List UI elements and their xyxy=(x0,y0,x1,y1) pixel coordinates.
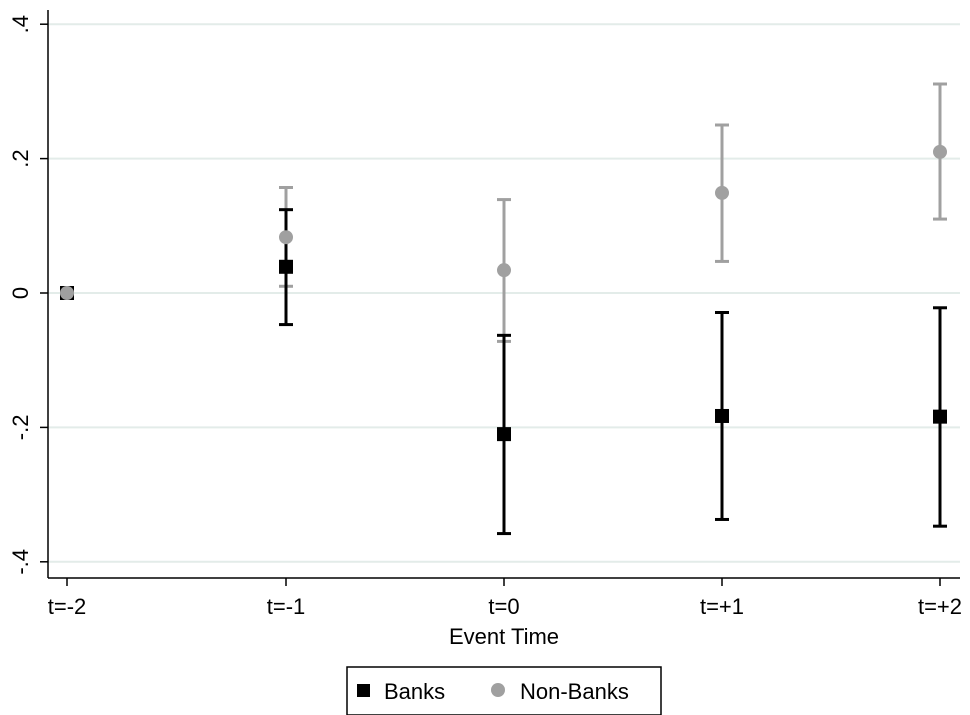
point-banks xyxy=(279,259,293,274)
point-non-banks xyxy=(497,263,511,278)
x-tick-label: t=+2 xyxy=(918,594,962,619)
point-non-banks xyxy=(60,286,74,300)
point-banks xyxy=(497,427,511,442)
legend-box xyxy=(346,666,662,715)
y-ticks: .4 .2 0 -.2 -.4 xyxy=(8,15,48,575)
legend: Banks Non-Banks xyxy=(346,666,662,715)
y-tick-label: -.4 xyxy=(8,549,33,575)
legend-label-banks: Banks xyxy=(384,679,445,704)
y-tick-label: -.2 xyxy=(8,415,33,441)
point-non-banks xyxy=(715,185,729,200)
legend-marker-non-banks xyxy=(491,683,505,697)
x-tick-label: t=+1 xyxy=(700,594,744,619)
x-axis-title: Event Time xyxy=(449,624,559,649)
y-tick-label: .2 xyxy=(8,149,33,167)
point-non-banks xyxy=(279,230,293,245)
x-tick-label: t=-2 xyxy=(48,594,87,619)
y-tick-label: .4 xyxy=(8,15,33,33)
x-tick-label: t=-1 xyxy=(267,594,306,619)
point-banks xyxy=(715,408,729,423)
y-tick-label: 0 xyxy=(8,287,33,299)
series xyxy=(60,82,947,536)
point-banks xyxy=(933,409,947,424)
x-ticks: t=-2 t=-1 t=0 t=+1 t=+2 xyxy=(48,578,962,619)
point-non-banks xyxy=(933,144,947,159)
x-tick-label: t=0 xyxy=(488,594,519,619)
legend-label-non-banks: Non-Banks xyxy=(520,679,629,704)
legend-marker-banks xyxy=(357,684,370,697)
